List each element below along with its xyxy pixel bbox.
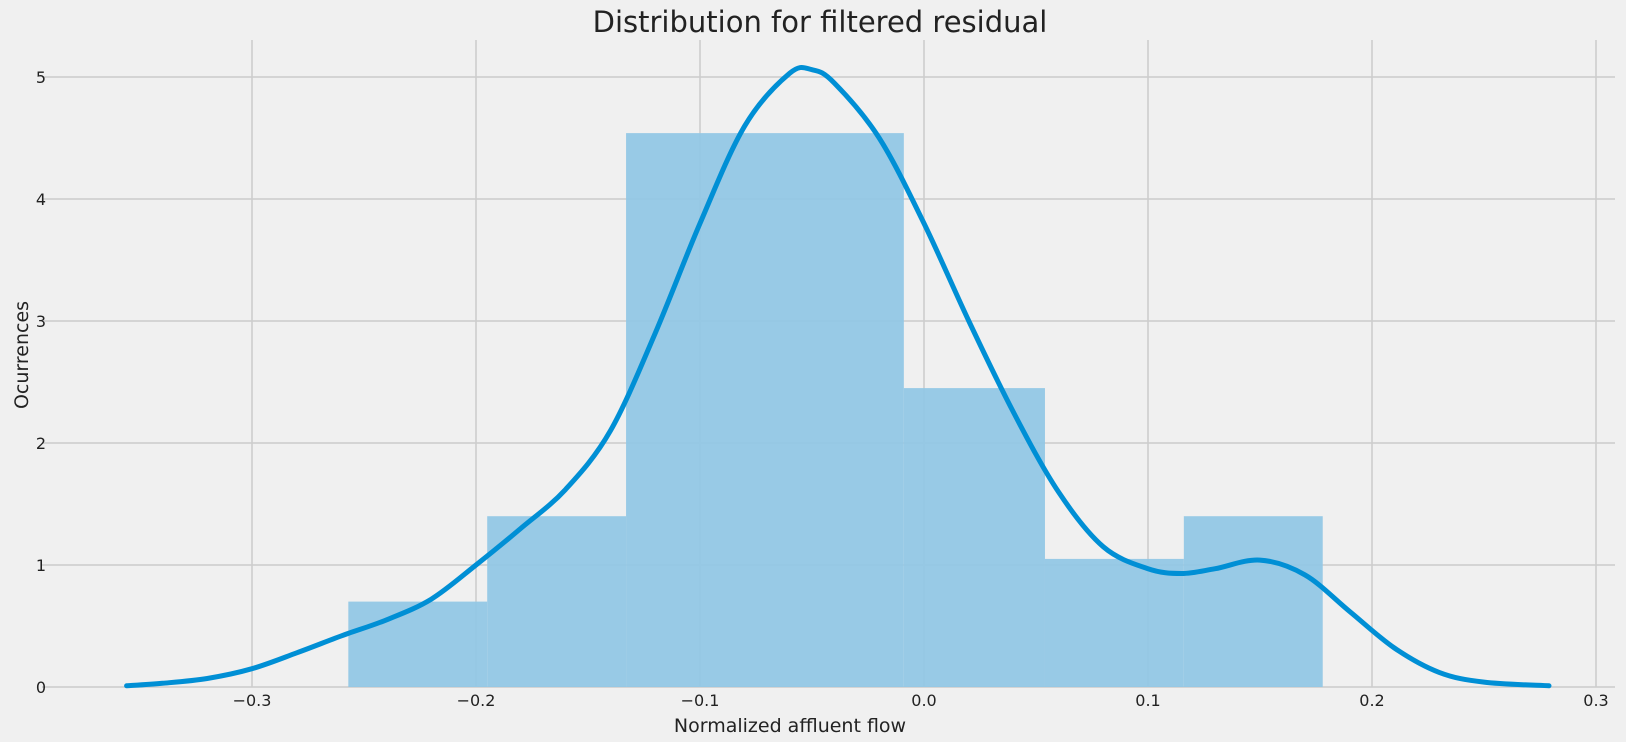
y-tick-label-3: 3 [36,312,46,331]
y-tick-label-2: 2 [36,434,46,453]
histogram-bar-3 [903,388,1045,687]
x-tick-label-1: −0.2 [457,691,496,710]
y-tick-label-5: 5 [36,68,46,87]
x-tick-labels: −0.3 −0.2 −0.1 0.0 0.1 0.2 0.3 [233,691,1609,710]
kde-line [124,64,1552,689]
histogram-bar-4 [1044,558,1184,687]
x-tick-label-3: 0.0 [911,691,936,710]
x-axis-label: Normalized affluent flow [674,715,906,737]
histogram-bar-5 [1183,516,1323,687]
histogram-bar-1 [487,516,627,687]
y-tick-label-4: 4 [36,190,46,209]
y-axis-label: Ocurrences [11,301,33,409]
y-tick-label-1: 1 [36,556,46,575]
x-tick-label-6: 0.3 [1583,691,1608,710]
kde-curve [124,64,1552,689]
y-tick-labels: 0 1 2 3 4 5 [36,68,46,697]
x-tick-label-4: 0.1 [1135,691,1160,710]
histogram-bar-0 [348,601,488,687]
x-tick-label-5: 0.2 [1359,691,1384,710]
chart-title: Distribution for filtered residual [593,5,1048,39]
y-tick-label-0: 0 [36,678,46,697]
histogram-bar-2 [626,133,904,687]
x-tick-label-2: −0.1 [681,691,720,710]
histogram-bars [348,133,1323,687]
x-tick-label-0: −0.3 [233,691,272,710]
